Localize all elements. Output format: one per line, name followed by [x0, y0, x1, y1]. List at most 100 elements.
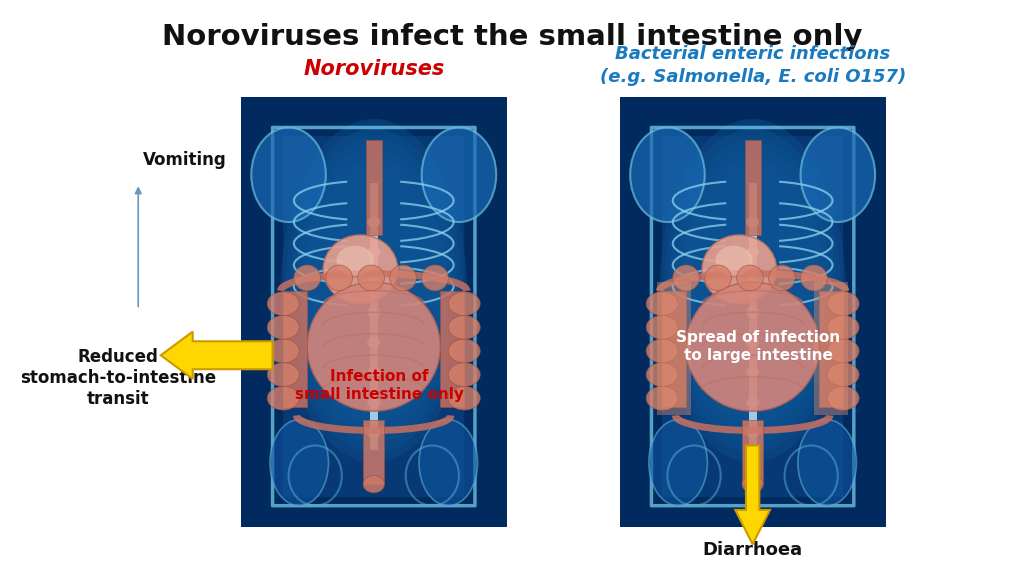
- FancyBboxPatch shape: [663, 136, 843, 497]
- FancyArrow shape: [161, 332, 272, 379]
- Text: Diarrhoea: Diarrhoea: [702, 541, 803, 559]
- Ellipse shape: [367, 247, 381, 257]
- Ellipse shape: [686, 282, 819, 411]
- Ellipse shape: [684, 168, 821, 414]
- FancyBboxPatch shape: [284, 136, 464, 497]
- Ellipse shape: [827, 316, 859, 339]
- Bar: [284, 291, 307, 407]
- Bar: [620, 97, 886, 527]
- Bar: [370, 183, 378, 450]
- Ellipse shape: [827, 363, 859, 386]
- Ellipse shape: [669, 139, 837, 443]
- Ellipse shape: [367, 307, 381, 317]
- Ellipse shape: [646, 292, 678, 316]
- Ellipse shape: [827, 339, 859, 363]
- Ellipse shape: [300, 158, 447, 423]
- Ellipse shape: [319, 197, 428, 384]
- Ellipse shape: [367, 427, 381, 438]
- Ellipse shape: [449, 316, 480, 339]
- Ellipse shape: [281, 119, 467, 463]
- Bar: [656, 282, 691, 415]
- Ellipse shape: [286, 129, 462, 453]
- Ellipse shape: [305, 168, 442, 414]
- Text: Noroviruses infect the small intestine only: Noroviruses infect the small intestine o…: [162, 23, 862, 51]
- Ellipse shape: [716, 246, 753, 276]
- Text: (e.g. Salmonella, E. coli O157): (e.g. Salmonella, E. coli O157): [599, 68, 906, 87]
- Ellipse shape: [422, 265, 449, 291]
- Ellipse shape: [367, 217, 381, 227]
- Ellipse shape: [367, 367, 381, 378]
- Ellipse shape: [422, 128, 497, 222]
- Ellipse shape: [449, 386, 480, 410]
- Bar: [440, 291, 464, 407]
- Ellipse shape: [449, 339, 480, 363]
- Ellipse shape: [251, 128, 326, 222]
- Ellipse shape: [630, 128, 705, 222]
- Ellipse shape: [745, 307, 759, 317]
- Ellipse shape: [307, 282, 440, 411]
- Ellipse shape: [267, 316, 299, 339]
- Ellipse shape: [314, 187, 433, 394]
- Bar: [819, 291, 843, 407]
- Ellipse shape: [294, 265, 321, 291]
- Text: Infection of
small intestine only: Infection of small intestine only: [295, 369, 464, 402]
- Ellipse shape: [745, 217, 759, 227]
- Bar: [749, 183, 757, 450]
- Ellipse shape: [745, 337, 759, 348]
- Ellipse shape: [390, 265, 417, 291]
- Ellipse shape: [649, 419, 708, 506]
- Text: Reduced
stomach-to-intestine
transit: Reduced stomach-to-intestine transit: [19, 348, 216, 408]
- Ellipse shape: [290, 139, 458, 443]
- Text: Vomiting: Vomiting: [143, 151, 227, 169]
- Ellipse shape: [745, 247, 759, 257]
- Ellipse shape: [367, 397, 381, 408]
- Ellipse shape: [801, 265, 827, 291]
- Ellipse shape: [827, 292, 859, 316]
- Ellipse shape: [337, 246, 374, 276]
- Ellipse shape: [702, 235, 776, 304]
- Ellipse shape: [745, 397, 759, 408]
- Ellipse shape: [703, 207, 802, 375]
- Ellipse shape: [295, 148, 453, 433]
- Text: Spread of infection
to large intestine: Spread of infection to large intestine: [676, 331, 840, 363]
- Ellipse shape: [309, 178, 438, 404]
- FancyArrow shape: [735, 446, 770, 544]
- Bar: [241, 97, 507, 527]
- Bar: [366, 140, 382, 235]
- Ellipse shape: [267, 292, 299, 316]
- Ellipse shape: [646, 316, 678, 339]
- Ellipse shape: [449, 292, 480, 316]
- Ellipse shape: [267, 363, 299, 386]
- Ellipse shape: [705, 265, 731, 291]
- Ellipse shape: [449, 363, 480, 386]
- Bar: [742, 419, 763, 484]
- Ellipse shape: [673, 265, 699, 291]
- Bar: [814, 282, 849, 415]
- Ellipse shape: [688, 178, 817, 404]
- Ellipse shape: [267, 339, 299, 363]
- Ellipse shape: [357, 265, 384, 291]
- Ellipse shape: [798, 419, 856, 506]
- Text: Noroviruses: Noroviruses: [303, 59, 444, 79]
- Ellipse shape: [325, 207, 423, 375]
- Bar: [364, 419, 384, 484]
- Ellipse shape: [646, 363, 678, 386]
- Ellipse shape: [646, 386, 678, 410]
- Ellipse shape: [693, 187, 812, 394]
- Ellipse shape: [367, 277, 381, 288]
- Ellipse shape: [745, 367, 759, 378]
- Ellipse shape: [745, 427, 759, 438]
- Ellipse shape: [736, 265, 763, 291]
- Ellipse shape: [367, 337, 381, 348]
- Ellipse shape: [801, 128, 876, 222]
- Text: Bacterial enteric infections: Bacterial enteric infections: [615, 45, 890, 64]
- Ellipse shape: [270, 419, 329, 506]
- Ellipse shape: [659, 119, 846, 463]
- Ellipse shape: [827, 386, 859, 410]
- Ellipse shape: [329, 217, 419, 365]
- Ellipse shape: [665, 129, 841, 453]
- Ellipse shape: [742, 476, 763, 493]
- Ellipse shape: [745, 277, 759, 288]
- Ellipse shape: [769, 265, 796, 291]
- Ellipse shape: [267, 386, 299, 410]
